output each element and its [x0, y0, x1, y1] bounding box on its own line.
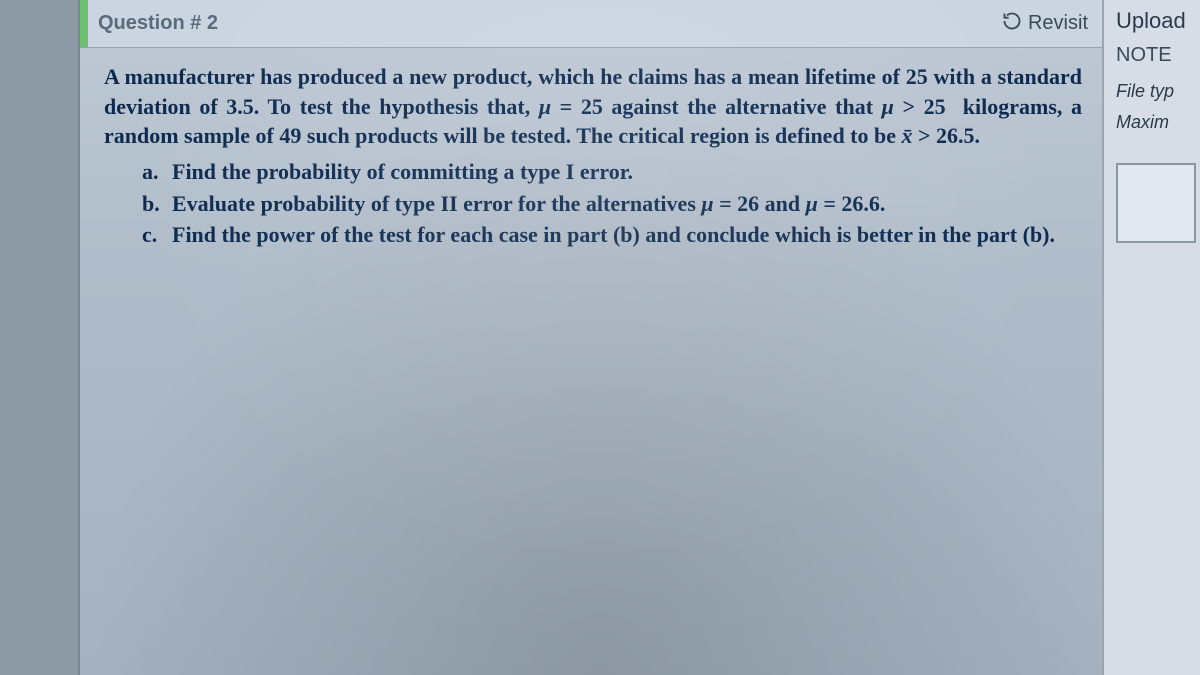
question-number-label: Question # 2 [98, 12, 218, 35]
revisit-button[interactable]: Revisit [1002, 11, 1088, 37]
list-item: b. Evaluate probability of type II error… [142, 189, 1082, 219]
exam-screen: Question # 2 Revisit A manufacturer has … [0, 0, 1200, 675]
upload-heading: Upload [1116, 8, 1200, 34]
maximum-label: Maxim [1116, 112, 1200, 133]
part-marker: a. [142, 157, 172, 187]
part-text: Find the power of the test for each case… [172, 220, 1082, 250]
list-item: c. Find the power of the test for each c… [142, 220, 1082, 250]
left-gutter [0, 0, 80, 675]
question-accent-bar [80, 0, 88, 47]
question-panel: Question # 2 Revisit A manufacturer has … [80, 0, 1102, 675]
part-marker: b. [142, 189, 172, 219]
part-marker: c. [142, 220, 172, 250]
part-text: Evaluate probability of type II error fo… [172, 189, 1082, 219]
revisit-label: Revisit [1028, 12, 1088, 35]
part-text: Find the probability of committing a typ… [172, 157, 1082, 187]
file-type-label: File typ [1116, 81, 1200, 102]
upload-dropzone[interactable] [1116, 163, 1196, 243]
revisit-icon [1002, 11, 1022, 37]
question-header: Question # 2 Revisit [80, 0, 1102, 48]
list-item: a. Find the probability of committing a … [142, 157, 1082, 187]
question-parts-list: a. Find the probability of committing a … [104, 157, 1082, 250]
question-body: A manufacturer has produced a new produc… [80, 48, 1102, 272]
note-label: NOTE [1116, 44, 1200, 67]
question-intro: A manufacturer has produced a new produc… [104, 62, 1082, 151]
upload-panel: Upload NOTE File typ Maxim [1102, 0, 1200, 675]
